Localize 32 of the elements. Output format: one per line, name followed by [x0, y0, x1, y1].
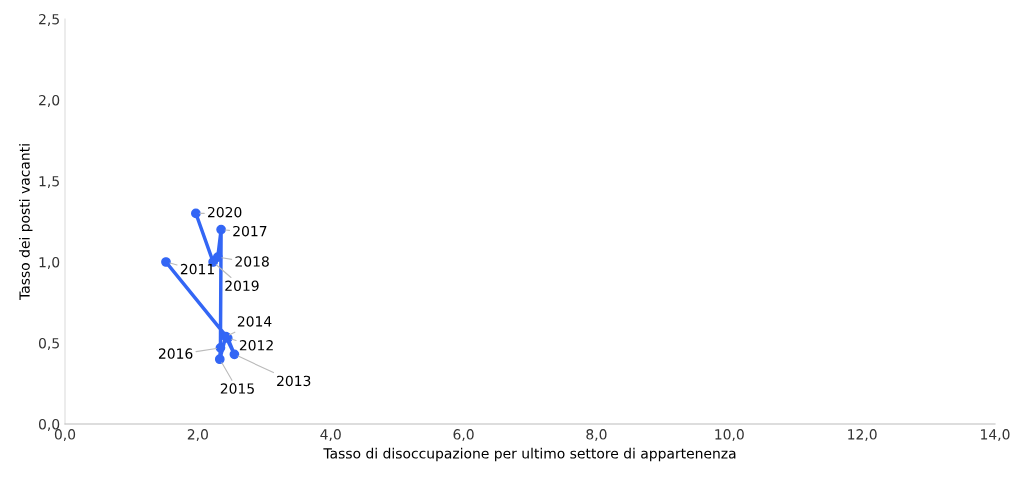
annotation: 2011 — [180, 263, 214, 275]
annotation: 2019 — [225, 280, 259, 292]
annotation: 2016 — [158, 348, 193, 359]
annotation: 2017 — [233, 225, 267, 237]
y-tick-label: 2,0 — [39, 94, 60, 107]
y-tick-label: 1,0 — [39, 256, 60, 269]
point — [161, 257, 171, 267]
annotation: 2020 — [207, 206, 242, 218]
annotation: 2014 — [237, 316, 272, 327]
x-tick-label: 8,0 — [586, 429, 607, 442]
y-tick-label: 2,5 — [39, 13, 59, 26]
y-tick-label: 0,5 — [38, 337, 59, 350]
point — [191, 208, 201, 219]
x-tick-label: 12,0 — [848, 429, 877, 442]
x-tick-label: 10,0 — [715, 429, 744, 442]
x-tick-label: 4,0 — [320, 429, 341, 442]
point — [215, 342, 226, 353]
x-axis-title: Tasso di disoccupazione per ultimo settore di appartenenza — [323, 447, 736, 462]
y-tick-label: 0,0 — [38, 418, 60, 431]
point — [216, 224, 226, 235]
y-tick-label: 1,5 — [39, 176, 59, 188]
point — [214, 354, 225, 365]
x-tick-label: 6,0 — [453, 429, 474, 442]
x-tick-label: 0,0 — [54, 429, 76, 442]
x-tick-label: 2,0 — [187, 429, 208, 442]
annotation: 2012 — [239, 340, 273, 351]
annotation: 2018 — [235, 256, 269, 267]
x-tick-label: 14,0 — [981, 429, 1010, 442]
annotation: 2013 — [277, 375, 311, 387]
y-axis-title: Tasso dei posti vacanti — [19, 144, 33, 301]
annotation: 2015 — [220, 383, 254, 394]
point — [229, 349, 240, 360]
